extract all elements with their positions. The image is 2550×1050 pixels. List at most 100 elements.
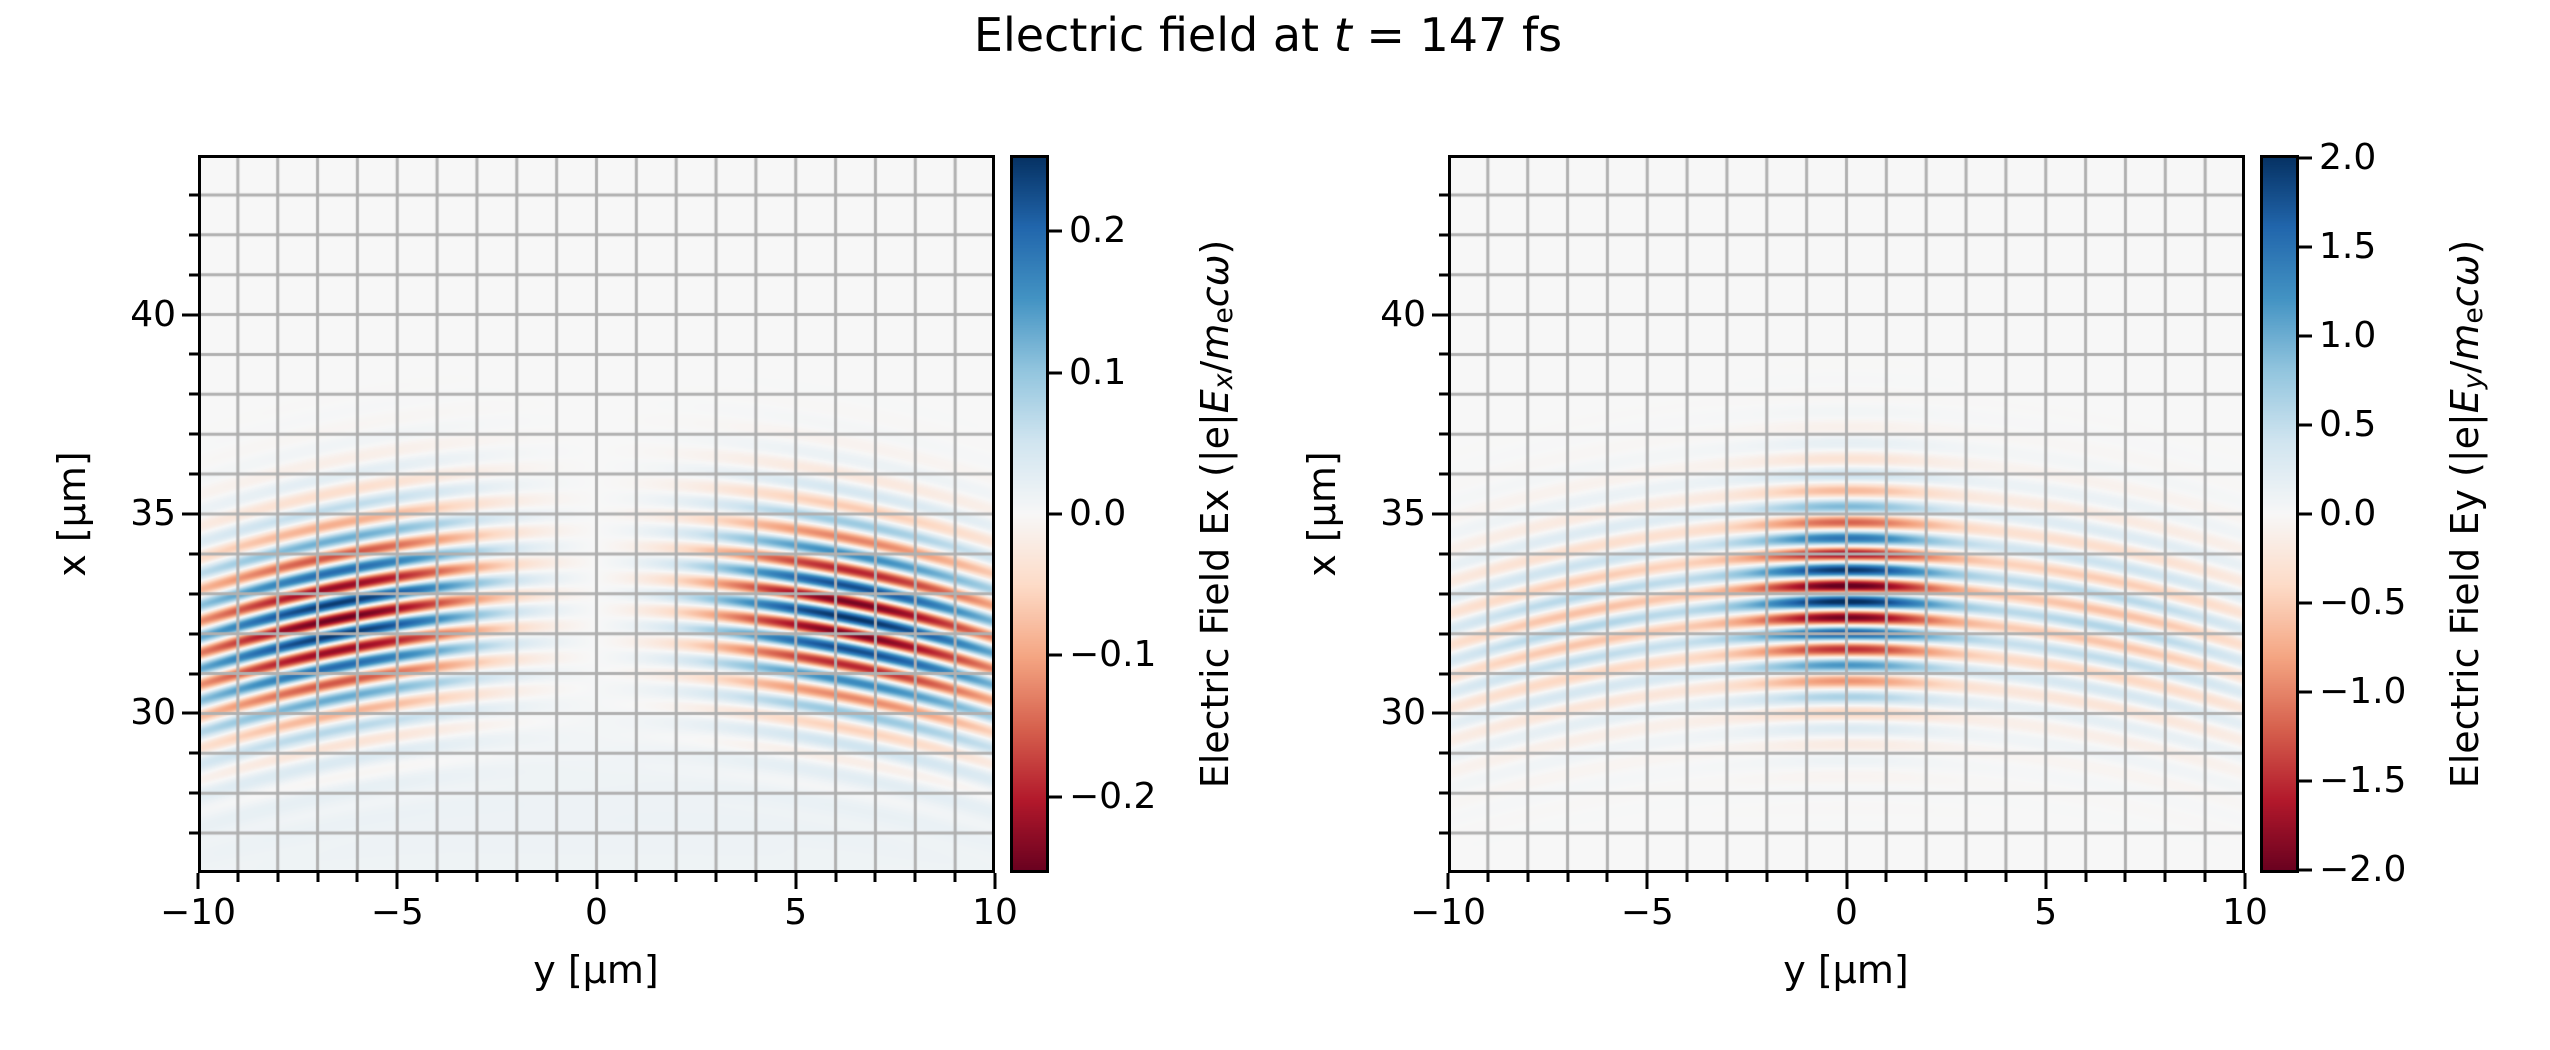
x-tick (2084, 873, 2088, 882)
x-tick (355, 873, 359, 882)
panel-ey: −10 −5 0 5 10 30 35 40 x [µm] y [µm] 2.0 1.5 1.0 0… (1250, 0, 2550, 1050)
x-tick (2203, 873, 2207, 882)
x-axis-label-ex: y [µm] (533, 948, 659, 992)
colorbar-tick-label: −0.5 (2319, 582, 2407, 624)
y-tick (1439, 751, 1448, 755)
x-tick (196, 873, 200, 889)
y-tick (1439, 233, 1448, 237)
y-tick (189, 432, 198, 436)
x-tick (634, 873, 638, 882)
colorbar-canvas-ey (2260, 155, 2299, 873)
colorbar-tick-label: 1.5 (2319, 225, 2377, 267)
colorbar-tick-label: −1.5 (2319, 760, 2407, 802)
x-tick (794, 873, 798, 889)
colorbar-tick-label: 0.1 (1069, 351, 1127, 393)
colorbar-tick-label: 1.0 (2319, 314, 2377, 356)
colorbar-tick (2299, 512, 2312, 516)
x-tick (834, 873, 838, 882)
y-tick (1439, 392, 1448, 396)
colorbar-tick (1049, 512, 1062, 516)
x-tick (2163, 873, 2167, 882)
heatmap-canvas-ex (198, 155, 995, 873)
x-tick (595, 873, 598, 889)
colorbar-tick (2299, 601, 2312, 605)
x-tick (555, 873, 559, 882)
colorbar-tick-label: 2.0 (2319, 136, 2377, 178)
y-tick (1439, 432, 1448, 436)
x-tick-label: −10 (160, 892, 236, 933)
x-tick (475, 873, 479, 882)
y-tick (189, 632, 198, 636)
colorbar-ey: 2.0 1.5 1.0 0.5 0.0 −0.5 −1.0 −1.5 −2.0 (2260, 139, 2406, 888)
heatmap-axes-ex: −10 −5 0 5 10 30 35 40 (130, 155, 1018, 931)
x-tick (873, 873, 877, 882)
y-tick (1439, 632, 1448, 636)
y-tick (1432, 512, 1448, 516)
y-tick (189, 791, 198, 795)
y-tick (1439, 672, 1448, 676)
x-tick (1924, 873, 1928, 882)
colorbar-tick (2299, 334, 2312, 338)
heatmap-axes-ey: −10 −5 0 5 10 30 35 40 (1380, 155, 2268, 931)
x-tick-label: 5 (784, 892, 808, 933)
y-axis-label-ey: x [µm] (1300, 451, 1344, 577)
colorbar-tick (2299, 868, 2312, 872)
x-tick (714, 873, 718, 882)
x-tick (515, 873, 519, 882)
x-tick (395, 873, 399, 889)
panel-ex: −10 −5 0 5 10 30 35 40 x [µm] y [µm] 0.2 0.1 0.0 −… (50, 155, 1239, 992)
x-tick (316, 873, 320, 882)
x-tick (1446, 873, 1450, 889)
colorbar-tick-label: −0.1 (1069, 634, 1157, 676)
heatmap-canvas-ey (1448, 155, 2245, 873)
y-tick (189, 472, 198, 476)
x-tick (2243, 873, 2247, 889)
y-tick (1439, 352, 1448, 356)
y-tick (189, 751, 198, 755)
x-tick-label: 0 (585, 892, 608, 933)
x-tick (2004, 873, 2008, 882)
y-tick (189, 352, 198, 356)
colorbar-tick (1049, 371, 1062, 375)
y-tick (189, 592, 198, 596)
colorbar-canvas-ex (1010, 155, 1049, 873)
y-axis-label-ex: x [µm] (50, 451, 94, 577)
y-tick (189, 233, 198, 237)
x-tick-label: 10 (972, 892, 1018, 933)
x-tick (1685, 873, 1689, 882)
y-tick (1439, 472, 1448, 476)
x-tick (1526, 873, 1530, 882)
y-tick-label: 40 (1380, 293, 1426, 335)
x-tick (674, 873, 678, 882)
colorbar-tick (2299, 423, 2312, 427)
y-tick-label: 30 (1380, 692, 1426, 734)
x-tick (435, 873, 439, 882)
y-tick-label: 35 (130, 493, 176, 534)
colorbar-ex: 0.2 0.1 0.0 −0.1 −0.2 (1010, 155, 1156, 873)
y-tick (189, 392, 198, 396)
x-tick (1805, 873, 1809, 882)
colorbar-tick (1049, 795, 1062, 799)
colorbar-tick-label: 0.0 (2319, 493, 2377, 534)
x-tick-label: −10 (1410, 892, 1486, 933)
colorbar-tick-label: 0.2 (1069, 210, 1127, 252)
y-tick (1439, 831, 1448, 835)
figure-title: Electric field at t = 147 fs (973, 8, 1563, 62)
x-tick (1486, 873, 1490, 882)
x-tick (993, 873, 997, 889)
colorbar-tick-label: −2.0 (2319, 849, 2407, 891)
colorbar-tick (1049, 229, 1062, 233)
x-tick (953, 873, 957, 882)
colorbar-tick (2299, 156, 2312, 160)
colorbar-label-ey: Electric Field Ey (|e|Ey/mecω) (2443, 239, 2489, 789)
x-tick (913, 873, 917, 882)
y-tick (189, 552, 198, 556)
x-tick (1884, 873, 1888, 882)
y-tick (189, 831, 198, 835)
y-tick-label: 40 (130, 293, 176, 335)
x-tick (1845, 873, 1848, 889)
y-tick (1439, 273, 1448, 277)
x-tick-label: 5 (2034, 892, 2058, 933)
y-tick (1439, 791, 1448, 795)
y-tick (189, 193, 198, 197)
